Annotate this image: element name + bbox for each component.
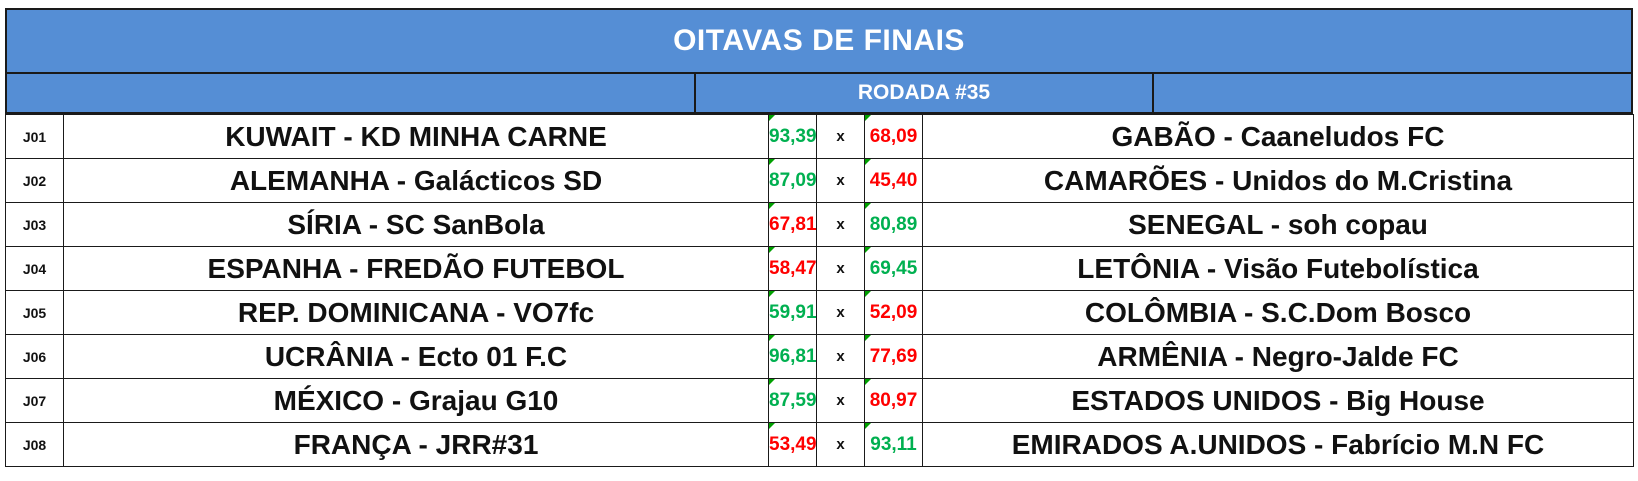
match-row: J04 ESPANHA - FREDÃO FUTEBOL 58,47 x 69,45 LE…	[5, 246, 1634, 291]
away-score: 80,89	[864, 202, 923, 247]
versus-separator: x	[816, 158, 865, 203]
versus-separator: x	[816, 334, 865, 379]
away-score: 45,40	[864, 158, 923, 203]
home-score: 59,91	[768, 290, 817, 335]
match-code: J08	[5, 422, 64, 467]
match-code: J03	[5, 202, 64, 247]
round-label: RODADA #35	[696, 74, 1154, 112]
matches-table: J01 KUWAIT - KD MINHA CARNE 93,39 x 68,09 GAB…	[5, 114, 1634, 467]
round-header-left-cell	[7, 74, 696, 112]
match-row: J06 UCRÂNIA - Ecto 01 F.C 96,81 x 77,69 ARMÊN…	[5, 334, 1634, 379]
home-team: ALEMANHA - Galácticos SD	[63, 158, 769, 203]
away-team: ARMÊNIA - Negro-Jalde FC	[922, 334, 1634, 379]
home-team: FRANÇA - JRR#31	[63, 422, 769, 467]
away-score: 93,11	[864, 422, 923, 467]
match-code: J02	[5, 158, 64, 203]
home-score: 96,81	[768, 334, 817, 379]
away-team: EMIRADOS A.UNIDOS - Fabrício M.N FC	[922, 422, 1634, 467]
match-row: J01 KUWAIT - KD MINHA CARNE 93,39 x 68,09 GAB…	[5, 114, 1634, 159]
round-header: RODADA #35	[5, 74, 1633, 114]
home-team: KUWAIT - KD MINHA CARNE	[63, 114, 769, 159]
match-code: J01	[5, 114, 64, 159]
home-team: UCRÂNIA - Ecto 01 F.C	[63, 334, 769, 379]
versus-separator: x	[816, 114, 865, 159]
away-team: ESTADOS UNIDOS - Big House	[922, 378, 1634, 423]
away-team: LETÔNIA - Visão Futebolística	[922, 246, 1634, 291]
match-row: J02 ALEMANHA - Galácticos SD 87,09 x 45,40 CA…	[5, 158, 1634, 203]
away-score: 68,09	[864, 114, 923, 159]
match-row: J05 REP. DOMINICANA - VO7fc 59,91 x 52,09 COL…	[5, 290, 1634, 335]
match-code: J05	[5, 290, 64, 335]
home-score: 87,59	[768, 378, 817, 423]
home-score: 93,39	[768, 114, 817, 159]
away-team: CAMARÕES - Unidos do M.Cristina	[922, 158, 1634, 203]
match-row: J08 FRANÇA - JRR#31 53,49 x 93,11 EMIRADOS A.…	[5, 422, 1634, 467]
match-rows: J01 KUWAIT - KD MINHA CARNE 93,39 x 68,09 GAB…	[5, 114, 1634, 467]
away-team: SENEGAL - soh copau	[922, 202, 1634, 247]
bracket-sheet: OITAVAS DE FINAIS RODADA #35 J01 KUWAIT -…	[5, 8, 1634, 467]
round-header-right-cell	[1154, 74, 1631, 112]
match-code: J04	[5, 246, 64, 291]
home-score: 58,47	[768, 246, 817, 291]
versus-separator: x	[816, 290, 865, 335]
away-score: 69,45	[864, 246, 923, 291]
home-team: MÉXICO - Grajau G10	[63, 378, 769, 423]
page-title: OITAVAS DE FINAIS	[5, 8, 1633, 74]
versus-separator: x	[816, 246, 865, 291]
home-score: 87,09	[768, 158, 817, 203]
away-score: 80,97	[864, 378, 923, 423]
versus-separator: x	[816, 202, 865, 247]
match-code: J07	[5, 378, 64, 423]
away-score: 77,69	[864, 334, 923, 379]
versus-separator: x	[816, 422, 865, 467]
away-team: GABÃO - Caaneludos FC	[922, 114, 1634, 159]
match-row: J07 MÉXICO - Grajau G10 87,59 x 80,97 ESTADOS…	[5, 378, 1634, 423]
match-code: J06	[5, 334, 64, 379]
match-row: J03 SÍRIA - SC SanBola 67,81 x 80,89 SENEGAL …	[5, 202, 1634, 247]
home-team: SÍRIA - SC SanBola	[63, 202, 769, 247]
home-score: 67,81	[768, 202, 817, 247]
home-team: REP. DOMINICANA - VO7fc	[63, 290, 769, 335]
away-team: COLÔMBIA - S.C.Dom Bosco	[922, 290, 1634, 335]
away-score: 52,09	[864, 290, 923, 335]
home-score: 53,49	[768, 422, 817, 467]
versus-separator: x	[816, 378, 865, 423]
home-team: ESPANHA - FREDÃO FUTEBOL	[63, 246, 769, 291]
